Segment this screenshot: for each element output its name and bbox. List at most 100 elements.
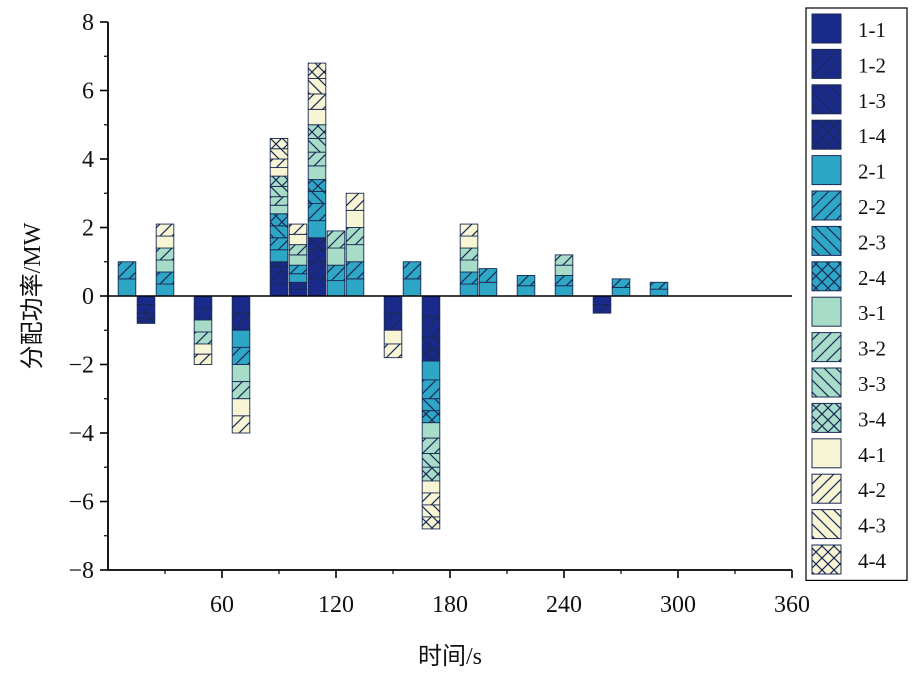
- bar-segment-1-2-x110: [307, 261, 327, 280]
- bar-segment-2-4-x170: [421, 410, 441, 424]
- bar-segment-2-2-x270: [611, 278, 631, 288]
- bar-segment-4-2-x50: [193, 353, 213, 365]
- bar-segment-3-2-x100: [288, 244, 308, 256]
- bar-segment-2-1-x190: [459, 283, 479, 297]
- bar-segment-3-2-x190: [459, 247, 479, 261]
- legend: 1-1 1-2 1-3 1-4 2-1 2-2 2-3 2-4 3-1 3-2 3-3 3-4 4-1 4…: [805, 7, 908, 582]
- bar-segment-2-2-x10: [117, 261, 137, 280]
- legend-label-2-4: 2-4: [858, 266, 886, 290]
- bar-segment-1-3-x170: [421, 336, 441, 350]
- y-tick-label-2: 2: [82, 216, 94, 242]
- bar-segment-1-4-x90: [269, 261, 289, 268]
- bar-segment-4-2-x70: [231, 415, 251, 434]
- bar-segment-2-1-x90: [269, 249, 289, 263]
- bar-segment-1-2-x150: [383, 312, 403, 331]
- y-tick-label-8: 8: [82, 10, 94, 36]
- bar-segment-4-1-x50: [193, 343, 213, 355]
- bar-segment-2-1-x110: [307, 220, 327, 239]
- legend-label-3-4: 3-4: [858, 407, 886, 431]
- bar-segment-1-1-x100: [288, 288, 308, 297]
- bar-segment-2-2-x100: [288, 264, 308, 275]
- bar-segment-2-1-x10: [117, 278, 137, 297]
- plot-area: −8 −6 −4 −2 0 2 4 6 8 60 120 180 240 300 360: [68, 10, 810, 618]
- bar-segment-4-1-x150: [383, 329, 403, 345]
- bar-segment-2-2-x290: [649, 281, 669, 290]
- bar-segment-3-1-x110: [307, 165, 327, 181]
- bar-segment-4-2-x130: [345, 192, 365, 211]
- bar-segment-4-1-x30: [155, 235, 175, 249]
- legend-swatch-3-2: [811, 332, 842, 363]
- bar-segment-1-2-x20: [136, 304, 156, 314]
- legend-swatch-3-4: [811, 402, 842, 433]
- bar-segment-2-2-x160: [402, 261, 422, 280]
- legend-swatch-2-2: [811, 190, 842, 221]
- legend-label-4-2: 4-2: [858, 478, 886, 502]
- bar-segment-2-1-x270: [611, 286, 631, 297]
- bar-segment-1-4-x170: [421, 348, 441, 362]
- x-tick-label-180: 180: [432, 592, 468, 618]
- bar-segment-3-2-x130: [345, 227, 365, 246]
- bar-segment-1-1-x170: [421, 295, 441, 317]
- bar-segment-1-1-x260: [592, 295, 612, 306]
- bar-segment-2-1-x290: [649, 288, 669, 297]
- x-tick-label-360: 360: [774, 592, 810, 618]
- bar-segment-3-2-x240: [554, 254, 574, 266]
- bar-segment-2-1-x160: [402, 278, 422, 297]
- legend-label-3-1: 3-1: [858, 301, 886, 325]
- y-tick-label-0: 0: [82, 284, 94, 310]
- bar-segment-2-2-x110: [307, 203, 327, 222]
- bar-segment-2-1-x70: [231, 329, 251, 348]
- legend-swatch-3-3: [811, 367, 842, 398]
- bar-segment-1-1-x90: [269, 283, 289, 297]
- bar-segment-1-2-x90: [269, 271, 289, 285]
- bar-segment-2-2-x30: [155, 271, 175, 285]
- bar-segment-3-1-x170: [421, 422, 441, 439]
- bar-segment-4-2-x190: [459, 223, 479, 237]
- bar-segment-4-1-x110: [307, 108, 327, 126]
- bar-segment-2-1-x120: [326, 280, 346, 297]
- bar-segment-4-4-x90: [269, 137, 289, 150]
- bar-segment-2-1-x130: [345, 278, 365, 297]
- bar-segment-3-4-x110: [307, 124, 327, 139]
- bar-segment-2-1-x30: [155, 283, 175, 297]
- bar-segment-3-2-x170: [421, 437, 441, 455]
- bar-segment-1-3-x110: [307, 249, 327, 263]
- bar-segment-3-4-x90: [269, 175, 289, 187]
- bar-segment-3-1-x70: [231, 364, 251, 383]
- bar-segment-4-1-x70: [231, 398, 251, 417]
- y-tick-label--2: −2: [68, 353, 94, 379]
- bar-segment-3-1-x120: [326, 247, 346, 266]
- legend-label-2-2: 2-2: [858, 195, 886, 219]
- bar-segment-3-1-x100: [288, 254, 308, 266]
- legend-swatch-3-1: [811, 296, 842, 327]
- legend-label-4-3: 4-3: [858, 514, 886, 538]
- legend-swatch-4-2: [811, 473, 842, 504]
- bar-segment-2-1-x240: [554, 285, 574, 297]
- bar-segment-3-1-x30: [155, 259, 175, 273]
- bar-segment-1-2-x100: [288, 281, 308, 290]
- legend-swatch-1-2: [811, 48, 842, 79]
- bar-segment-2-2-x90: [269, 237, 289, 251]
- legend-swatch-4-4: [811, 544, 842, 575]
- x-tick-label-60: 60: [210, 592, 234, 618]
- bar-segment-1-3-x20: [136, 312, 156, 319]
- bar-segment-2-3-x110: [307, 191, 327, 204]
- bar-segment-1-4-x110: [307, 237, 327, 251]
- x-axis-title: 时间/s: [418, 643, 482, 670]
- legend-label-1-3: 1-3: [858, 89, 886, 113]
- bar-segment-4-4-x170: [421, 516, 441, 530]
- bar-segment-1-1-x20: [136, 295, 156, 306]
- bar-segment-3-3-x90: [269, 185, 289, 198]
- bar-segment-3-2-x120: [326, 230, 346, 249]
- bar-segment-4-1-x190: [459, 235, 479, 249]
- bar-segment-4-2-x150: [383, 343, 403, 359]
- legend-label-1-1: 1-1: [858, 18, 886, 42]
- bar-segment-2-2-x120: [326, 264, 346, 282]
- x-tick-label-300: 300: [660, 592, 696, 618]
- bar-segment-2-3-x170: [421, 398, 441, 412]
- legend-label-1-4: 1-4: [858, 124, 886, 148]
- legend-label-4-4: 4-4: [858, 549, 886, 573]
- bar-segment-4-2-x110: [307, 93, 327, 110]
- bar-segment-3-4-x170: [421, 466, 441, 482]
- legend-swatch-4-3: [811, 509, 842, 540]
